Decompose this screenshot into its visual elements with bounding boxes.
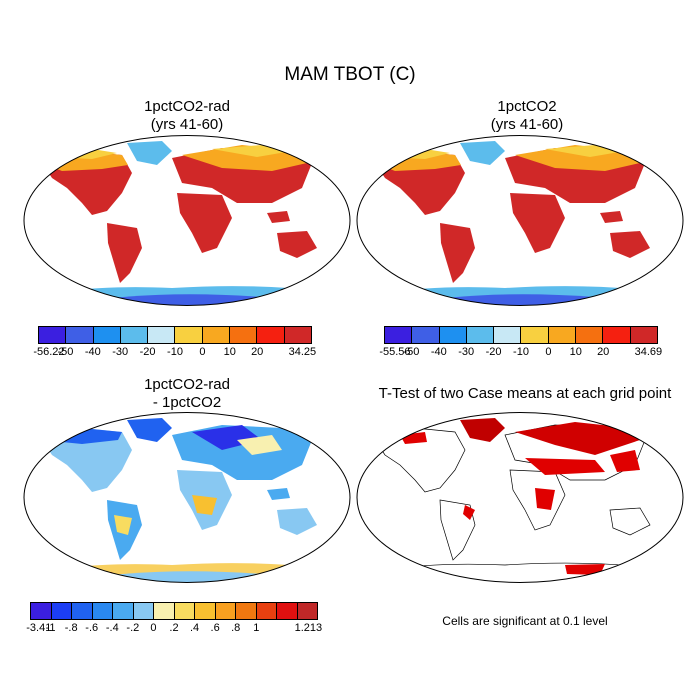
colorbar-1-labels-tick: -40 [84, 346, 101, 358]
significance-note: Cells are significant at 0.1 level [442, 614, 608, 628]
colorbar-2-swatch [466, 327, 495, 343]
colorbar-3-labels-tick: -.4 [105, 622, 119, 634]
colorbar-3-labels-tick: -3.41 [26, 622, 52, 634]
colorbar-2-swatch [576, 327, 604, 343]
colorbar-3-swatch [154, 603, 175, 619]
colorbar-3-labels-tick: 1 [253, 622, 260, 634]
colorbar-2-labels-tick: 34.69 [634, 346, 663, 358]
colorbar-2-labels-tick: -30 [458, 346, 475, 358]
colorbar-2-swatch [521, 327, 549, 343]
colorbar-1-labels-tick: 10 [223, 346, 236, 358]
colorbar-1-labels-tick: -10 [167, 346, 183, 358]
map-difference [23, 412, 351, 583]
colorbar-3-labels-tick: .4 [189, 622, 200, 634]
colorbar-3-swatch [297, 603, 317, 619]
map-1pctco2-rad [23, 135, 351, 306]
colorbar-2-swatch [412, 327, 440, 343]
colorbar-3-swatch [72, 603, 93, 619]
colorbar-3-swatch [113, 603, 134, 619]
panel-1-title: 1pctCO2-rad (yrs 41-60) [144, 98, 230, 133]
colorbar-1-swatch [175, 327, 203, 343]
colorbar-3-swatch [174, 603, 195, 619]
colorbar-3-swatch [195, 603, 216, 619]
colorbar-2-labels-tick: -50 [403, 346, 420, 358]
colorbar-1-swatch [230, 327, 258, 343]
colorbar-2-labels-tick: -10 [513, 346, 529, 358]
colorbar-3-swatch [92, 603, 113, 619]
colorbar-2-labels-tick: -55.56 [379, 346, 411, 358]
colorbar-3-labels: -3.41 -1 -.8 -.6 -.4 -.2 0 .2 .4 .6 .8 1 1.213 [26, 622, 322, 636]
colorbar-1-swatch [39, 327, 67, 343]
colorbar-3 [30, 602, 318, 620]
colorbar-1-swatch [148, 327, 176, 343]
colorbar-2-labels: -55.56 -50 -40 -30 -20 -10 0 10 20 34.69 [379, 346, 662, 360]
map-1pctco2 [356, 135, 684, 306]
colorbar-1-swatch [284, 327, 311, 343]
colorbar-2-labels-tick: -40 [430, 346, 447, 358]
colorbar-3-labels-tick: .2 [169, 622, 179, 634]
colorbar-1-labels-tick: -50 [57, 346, 74, 358]
colorbar-2-labels-tick: -20 [485, 346, 502, 358]
colorbar-1-labels-tick: 20 [251, 346, 264, 358]
colorbar-1-swatch [120, 327, 149, 343]
colorbar-1 [38, 326, 312, 344]
colorbar-3-swatch [133, 603, 154, 619]
panel-3-title: 1pctCO2-rad - 1pctCO2 [144, 376, 230, 411]
panel-2-title: 1pctCO2 (yrs 41-60) [490, 98, 564, 133]
colorbar-2-labels-tick: 0 [545, 346, 552, 358]
panel-4-title: T-Test of two Case means at each grid po… [378, 385, 672, 402]
colorbar-2-swatch [385, 327, 413, 343]
colorbar-2-swatch [630, 327, 657, 343]
colorbar-1-labels-tick: 0 [199, 346, 206, 358]
colorbar-3-labels-tick: 1.213 [294, 622, 323, 634]
colorbar-3-labels-tick: -.8 [64, 622, 78, 634]
colorbar-1-swatch [93, 327, 121, 343]
colorbar-2-swatch [494, 327, 522, 343]
colorbar-3-swatch [236, 603, 257, 619]
colorbar-3-swatch [51, 603, 72, 619]
figure-title: MAM TBOT (C) [284, 64, 416, 85]
colorbar-3-swatch [256, 603, 277, 619]
colorbar-2-swatch [603, 327, 631, 343]
colorbar-2-labels-tick: 20 [597, 346, 610, 358]
colorbar-1-labels-tick: 34.25 [288, 346, 317, 358]
colorbar-1-labels-tick: -30 [112, 346, 129, 358]
colorbar-1-labels-tick: -56.22 [33, 346, 65, 358]
colorbar-3-labels-tick: -.2 [126, 622, 140, 634]
colorbar-2-swatch [439, 327, 467, 343]
colorbar-3-swatch [277, 603, 298, 619]
colorbar-1-swatch [257, 327, 285, 343]
colorbar-2-swatch [548, 327, 577, 343]
colorbar-3-labels-tick: -.6 [85, 622, 99, 634]
colorbar-1-swatch [202, 327, 231, 343]
colorbar-2-labels-tick: 10 [569, 346, 582, 358]
map-ttest [356, 412, 684, 583]
colorbar-3-labels-tick: -1 [45, 622, 56, 634]
colorbar-2 [384, 326, 658, 344]
colorbar-3-labels-tick: .6 [210, 622, 220, 634]
colorbar-3-labels-tick: .8 [231, 622, 241, 634]
colorbar-1-labels-tick: -20 [139, 346, 156, 358]
colorbar-3-labels-tick: 0 [150, 622, 157, 634]
colorbar-1-swatch [66, 327, 94, 343]
colorbar-1-labels: -56.22 -50 -40 -30 -20 -10 0 10 20 34.25 [33, 346, 316, 360]
colorbar-3-swatch [31, 603, 52, 619]
colorbar-3-swatch [215, 603, 236, 619]
